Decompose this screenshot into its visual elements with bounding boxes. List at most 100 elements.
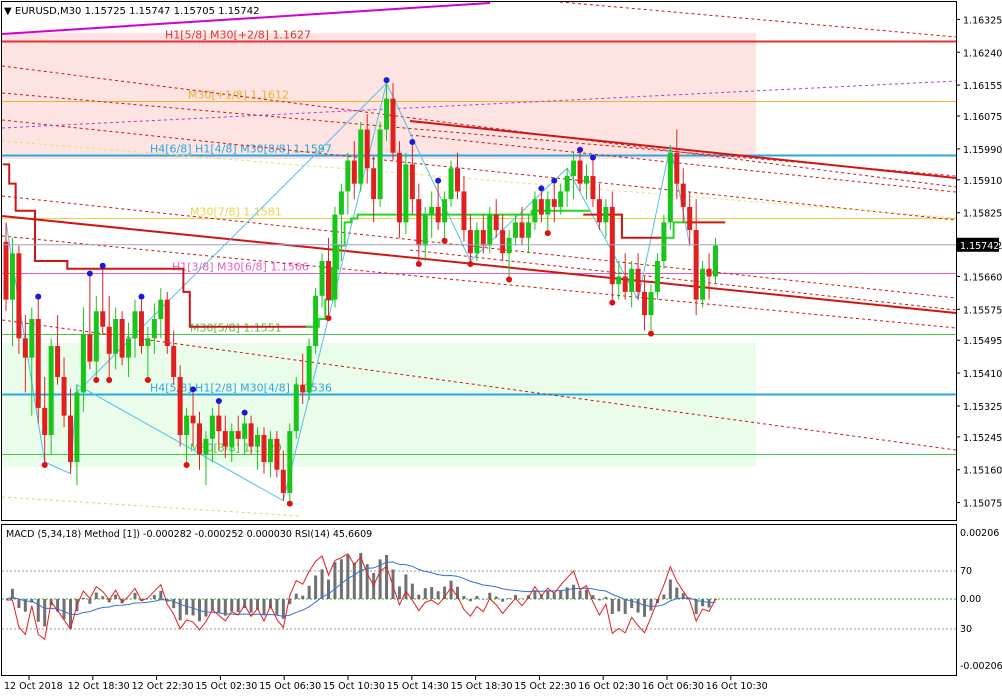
candle-body xyxy=(16,253,22,339)
candle-body xyxy=(532,199,538,223)
channel-line xyxy=(2,195,956,299)
candle-body xyxy=(35,318,41,408)
candle-body xyxy=(326,261,331,300)
rsi-line xyxy=(6,553,716,641)
level-label: M30[5/8] 1.1551 xyxy=(190,322,282,335)
candle-body xyxy=(596,199,602,223)
candle-body xyxy=(9,253,15,300)
swing-high-dot xyxy=(190,386,197,393)
channel-line xyxy=(409,134,956,193)
candle-body xyxy=(177,376,183,435)
candle-body xyxy=(332,214,338,300)
swing-low-dot xyxy=(93,376,100,383)
time-tick-label: 12 Oct 18:30 xyxy=(68,681,130,692)
candle-body xyxy=(654,261,660,292)
price-tick-label: 1.16240 xyxy=(963,48,1002,59)
swing-high-dot xyxy=(409,139,416,146)
candle-body xyxy=(300,384,306,393)
candle-body xyxy=(474,230,480,254)
candle-body xyxy=(203,438,209,455)
channel-line xyxy=(409,249,956,311)
candle-body xyxy=(429,206,435,215)
candle-body xyxy=(138,311,144,347)
chart-header: ▼ EURUSD,M30 1.15725 1.15747 1.15705 1.1… xyxy=(4,6,260,17)
candle-body xyxy=(706,268,712,277)
candle-body xyxy=(480,230,486,246)
candle-body xyxy=(274,438,280,470)
candle-body xyxy=(603,206,609,223)
swing-high-dot xyxy=(435,177,442,184)
price-tick-label: 1.15245 xyxy=(963,433,1002,444)
macd-rsi-pane xyxy=(2,552,956,641)
channel-line xyxy=(2,496,301,517)
candle-body xyxy=(61,376,67,416)
candle-body xyxy=(661,222,667,261)
swing-high-dot xyxy=(241,409,248,416)
trailing-stop-segment xyxy=(2,163,313,328)
current-price-label: 1.15742 xyxy=(960,241,999,252)
candle-body xyxy=(448,168,454,200)
channel-line xyxy=(2,92,956,177)
candle-body xyxy=(242,423,248,439)
candle-body xyxy=(100,311,106,327)
candle-body xyxy=(467,230,473,254)
candle-body xyxy=(680,183,686,207)
candle-body xyxy=(113,318,119,354)
candle-body xyxy=(713,245,718,277)
candle-body xyxy=(351,160,357,184)
candle-body xyxy=(422,214,428,246)
candle-body xyxy=(667,152,673,223)
indicator-tick-label: 70 xyxy=(960,566,972,577)
price-tick-label: 1.15575 xyxy=(963,305,1002,316)
candle-body xyxy=(190,415,196,424)
candle-body xyxy=(461,191,467,231)
candle-body xyxy=(564,175,570,192)
candle-body xyxy=(693,230,699,300)
level-label: H1[5/8] M30[+2/8] 1.1627 xyxy=(165,29,311,42)
level-label: H4[5/8] H1[2/8] M30[4/8] 1.1536 xyxy=(150,382,332,395)
candle-body xyxy=(500,230,506,254)
swing-high-dot xyxy=(551,177,558,184)
candle-body xyxy=(384,98,390,130)
candle-body xyxy=(364,129,370,169)
candle-body xyxy=(642,291,648,316)
candle-body xyxy=(622,276,628,292)
candle-body xyxy=(416,199,422,246)
time-axis: 12 Oct 2018 12 Oct 18:30 12 Oct 22:30 15 Oc… xyxy=(4,676,768,692)
swing-low-dot xyxy=(506,276,513,283)
indicator-axis: 0.00206 70 0.00 30 -0.00206 xyxy=(960,528,1002,672)
indicator-tick-label: 0.00206 xyxy=(960,528,999,539)
candle-body xyxy=(222,431,228,447)
time-tick-label: 16 Oct 06:30 xyxy=(642,681,704,692)
level-label: H4[6/8] H1[4/8] M30[8/8] 1.1597 xyxy=(150,143,332,156)
candle-body xyxy=(126,338,132,358)
level-label: M30[7/8] 1.1581 xyxy=(190,206,282,219)
regression-channels xyxy=(2,2,956,517)
candle-body xyxy=(519,222,525,238)
candle-body xyxy=(261,434,267,463)
channel-line xyxy=(559,2,956,38)
support-zone xyxy=(2,343,756,467)
candle-body xyxy=(551,199,557,207)
candle-body xyxy=(171,346,177,377)
candle-body xyxy=(313,295,319,347)
candle-body xyxy=(377,129,383,200)
candle-body xyxy=(319,261,325,296)
swing-low-dot xyxy=(144,376,151,383)
swing-low-dot xyxy=(648,330,654,337)
time-tick-label: 12 Oct 22:30 xyxy=(132,681,194,692)
main-pane-frame xyxy=(1,1,957,521)
candle-body xyxy=(248,423,254,447)
time-tick-label: 15 Oct 14:30 xyxy=(387,681,449,692)
macd-signal-line xyxy=(5,561,716,617)
price-tick-label: 1.15910 xyxy=(963,176,1002,187)
level-label: M30[+1/8] 1.1612 xyxy=(188,89,289,102)
time-tick-label: 15 Oct 02:30 xyxy=(195,681,257,692)
candle-body xyxy=(74,392,80,463)
swing-high-dot xyxy=(589,154,596,161)
dropdown-arrow-icon[interactable]: ▼ xyxy=(4,6,12,17)
murrey-levels: H1[5/8] M30[+2/8] 1.1627 M30[+1/8] 1.1612… xyxy=(2,29,956,455)
candle-body xyxy=(545,199,551,215)
